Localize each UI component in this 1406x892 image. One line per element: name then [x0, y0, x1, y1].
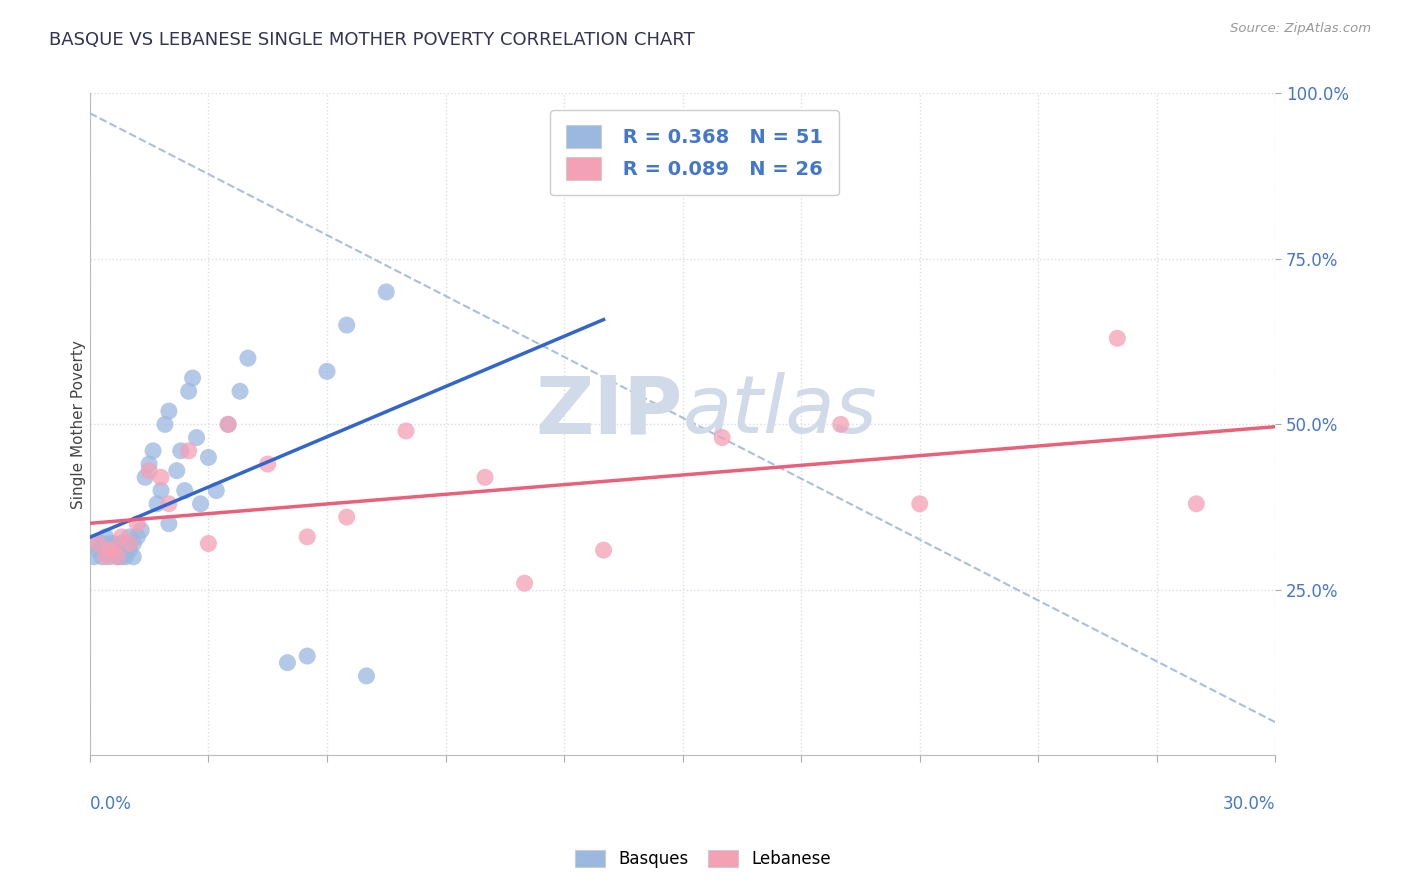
Point — [98, 543, 121, 558]
Point — [474, 470, 496, 484]
Point — [118, 530, 141, 544]
Point — [336, 318, 359, 332]
Point — [103, 536, 125, 550]
Point — [157, 497, 180, 511]
Point — [90, 549, 112, 564]
Point — [107, 549, 129, 564]
Point — [229, 384, 252, 399]
Point — [110, 530, 132, 544]
Point — [1107, 331, 1129, 345]
Point — [127, 516, 149, 531]
Point — [87, 536, 110, 550]
Point — [118, 536, 141, 550]
Point — [149, 470, 172, 484]
Point — [122, 549, 145, 564]
Point — [157, 404, 180, 418]
Text: atlas: atlas — [683, 372, 877, 450]
Point — [295, 648, 318, 663]
Point — [98, 549, 121, 564]
Point — [170, 443, 193, 458]
Point — [295, 530, 318, 544]
Point — [98, 536, 121, 550]
Point — [87, 536, 110, 550]
Point — [83, 549, 105, 564]
Point — [107, 543, 129, 558]
Point — [177, 384, 200, 399]
Point — [177, 443, 200, 458]
Point — [110, 536, 132, 550]
Point — [94, 530, 117, 544]
Point — [316, 364, 339, 378]
Point — [107, 549, 129, 564]
Point — [118, 536, 141, 550]
Point — [197, 536, 219, 550]
Text: BASQUE VS LEBANESE SINGLE MOTHER POVERTY CORRELATION CHART: BASQUE VS LEBANESE SINGLE MOTHER POVERTY… — [49, 31, 695, 49]
Point — [217, 417, 239, 432]
Legend: Basques, Lebanese: Basques, Lebanese — [568, 843, 838, 875]
Point — [94, 543, 117, 558]
Point — [256, 457, 278, 471]
Text: Source: ZipAtlas.com: Source: ZipAtlas.com — [1230, 22, 1371, 36]
Point — [908, 497, 931, 511]
Point — [103, 543, 125, 558]
Point — [98, 543, 121, 558]
Point — [166, 464, 188, 478]
Point — [336, 510, 359, 524]
Point — [181, 371, 204, 385]
Point — [375, 285, 398, 299]
Point — [114, 543, 136, 558]
Point — [142, 443, 165, 458]
Point — [90, 536, 112, 550]
Point — [592, 543, 614, 558]
Point — [197, 450, 219, 465]
Point — [190, 497, 212, 511]
Point — [149, 483, 172, 498]
Point — [87, 543, 110, 558]
Point — [134, 470, 156, 484]
Point — [711, 431, 734, 445]
Point — [138, 464, 160, 478]
Point — [138, 457, 160, 471]
Point — [513, 576, 536, 591]
Point — [236, 351, 259, 366]
Point — [395, 424, 418, 438]
Point — [217, 417, 239, 432]
Point — [356, 669, 378, 683]
Point — [157, 516, 180, 531]
Point — [1185, 497, 1208, 511]
Point — [153, 417, 176, 432]
Point — [103, 543, 125, 558]
Text: 30.0%: 30.0% — [1223, 795, 1275, 814]
Point — [129, 523, 152, 537]
Point — [830, 417, 852, 432]
Point — [94, 549, 117, 564]
Legend:  R = 0.368   N = 51,  R = 0.089   N = 26: R = 0.368 N = 51, R = 0.089 N = 26 — [550, 110, 839, 195]
Point — [127, 530, 149, 544]
Text: 0.0%: 0.0% — [90, 795, 132, 814]
Point — [118, 543, 141, 558]
Point — [186, 431, 208, 445]
Point — [146, 497, 169, 511]
Point — [110, 549, 132, 564]
Point — [205, 483, 228, 498]
Point — [276, 656, 298, 670]
Text: ZIP: ZIP — [536, 372, 683, 450]
Y-axis label: Single Mother Poverty: Single Mother Poverty — [72, 340, 86, 508]
Point — [173, 483, 195, 498]
Point — [122, 536, 145, 550]
Point — [114, 549, 136, 564]
